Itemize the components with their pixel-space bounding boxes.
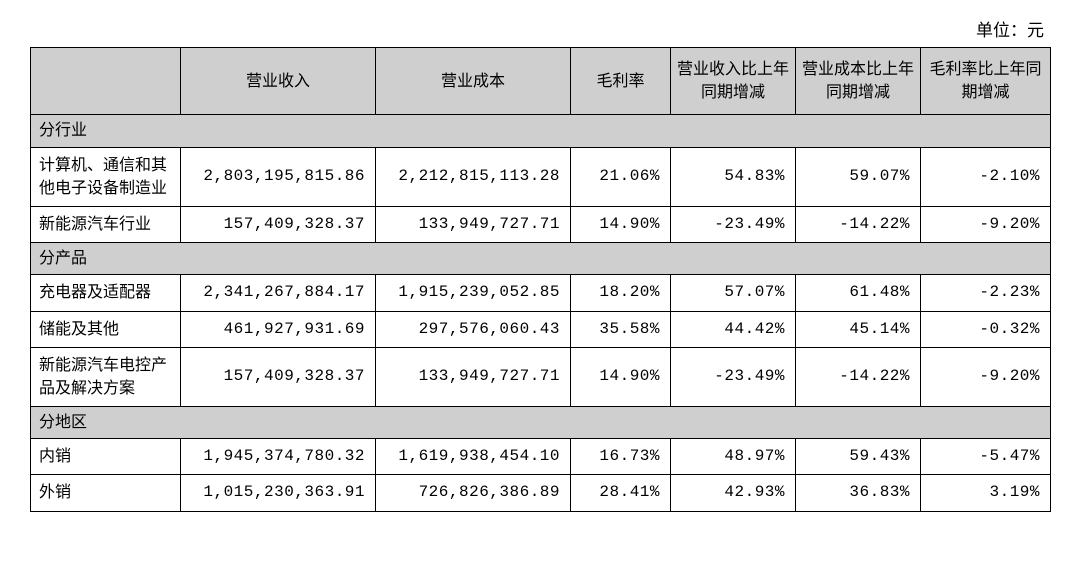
section-row-product: 分产品	[31, 243, 1051, 275]
unit-label: 单位：元	[30, 16, 1050, 41]
col-rev-delta: 营业收入比上年同期增减	[671, 48, 796, 115]
cell-rev-d: 57.07%	[671, 275, 796, 311]
cell-rev-d: 48.97%	[671, 439, 796, 475]
cell-revenue: 157,409,328.37	[181, 206, 376, 242]
cell-gm-d: -2.10%	[921, 147, 1051, 206]
row-label: 内销	[31, 439, 181, 475]
cell-gm: 35.58%	[571, 311, 671, 347]
section-product: 分产品	[31, 243, 1051, 275]
row-label: 外销	[31, 475, 181, 511]
cell-gm: 18.20%	[571, 275, 671, 311]
section-row-industry: 分行业	[31, 115, 1051, 147]
cell-cost-d: 59.07%	[796, 147, 921, 206]
cell-cost: 726,826,386.89	[376, 475, 571, 511]
cell-gm: 16.73%	[571, 439, 671, 475]
cell-cost-d: -14.22%	[796, 347, 921, 406]
section-industry: 分行业	[31, 115, 1051, 147]
cell-cost: 1,915,239,052.85	[376, 275, 571, 311]
table-row: 内销 1,945,374,780.32 1,619,938,454.10 16.…	[31, 439, 1051, 475]
cell-cost-d: -14.22%	[796, 206, 921, 242]
col-cost-delta: 营业成本比上年同期增减	[796, 48, 921, 115]
cell-revenue: 1,945,374,780.32	[181, 439, 376, 475]
cell-cost: 133,949,727.71	[376, 347, 571, 406]
cell-gm-d: 3.19%	[921, 475, 1051, 511]
cell-cost-d: 45.14%	[796, 311, 921, 347]
row-label: 计算机、通信和其他电子设备制造业	[31, 147, 181, 206]
cell-gm-d: -2.23%	[921, 275, 1051, 311]
col-blank	[31, 48, 181, 115]
cell-rev-d: -23.49%	[671, 206, 796, 242]
cell-rev-d: 42.93%	[671, 475, 796, 511]
cell-revenue: 2,803,195,815.86	[181, 147, 376, 206]
cell-cost: 1,619,938,454.10	[376, 439, 571, 475]
row-label: 新能源汽车行业	[31, 206, 181, 242]
cell-rev-d: 54.83%	[671, 147, 796, 206]
cell-cost-d: 61.48%	[796, 275, 921, 311]
cell-gm: 14.90%	[571, 206, 671, 242]
cell-revenue: 157,409,328.37	[181, 347, 376, 406]
cell-cost-d: 36.83%	[796, 475, 921, 511]
cell-revenue: 1,015,230,363.91	[181, 475, 376, 511]
cell-cost-d: 59.43%	[796, 439, 921, 475]
cell-gm-d: -9.20%	[921, 206, 1051, 242]
cell-gm-d: -5.47%	[921, 439, 1051, 475]
cell-gm: 21.06%	[571, 147, 671, 206]
table-row: 新能源汽车电控产品及解决方案 157,409,328.37 133,949,72…	[31, 347, 1051, 406]
table-row: 充电器及适配器 2,341,267,884.17 1,915,239,052.8…	[31, 275, 1051, 311]
header-row: 营业收入 营业成本 毛利率 营业收入比上年同期增减 营业成本比上年同期增减 毛利…	[31, 48, 1051, 115]
cell-gm-d: -9.20%	[921, 347, 1051, 406]
row-label: 储能及其他	[31, 311, 181, 347]
section-region: 分地区	[31, 407, 1051, 439]
col-cost: 营业成本	[376, 48, 571, 115]
col-revenue: 营业收入	[181, 48, 376, 115]
table-row: 新能源汽车行业 157,409,328.37 133,949,727.71 14…	[31, 206, 1051, 242]
row-label: 充电器及适配器	[31, 275, 181, 311]
cell-rev-d: -23.49%	[671, 347, 796, 406]
table-row: 计算机、通信和其他电子设备制造业 2,803,195,815.86 2,212,…	[31, 147, 1051, 206]
cell-gm-d: -0.32%	[921, 311, 1051, 347]
cell-revenue: 2,341,267,884.17	[181, 275, 376, 311]
row-label: 新能源汽车电控产品及解决方案	[31, 347, 181, 406]
financial-table: 营业收入 营业成本 毛利率 营业收入比上年同期增减 营业成本比上年同期增减 毛利…	[30, 47, 1051, 512]
col-gm-delta: 毛利率比上年同期增减	[921, 48, 1051, 115]
cell-cost: 2,212,815,113.28	[376, 147, 571, 206]
cell-gm: 14.90%	[571, 347, 671, 406]
cell-gm: 28.41%	[571, 475, 671, 511]
cell-cost: 297,576,060.43	[376, 311, 571, 347]
section-row-region: 分地区	[31, 407, 1051, 439]
table-row: 外销 1,015,230,363.91 726,826,386.89 28.41…	[31, 475, 1051, 511]
table-row: 储能及其他 461,927,931.69 297,576,060.43 35.5…	[31, 311, 1051, 347]
col-gross-margin: 毛利率	[571, 48, 671, 115]
cell-rev-d: 44.42%	[671, 311, 796, 347]
cell-revenue: 461,927,931.69	[181, 311, 376, 347]
cell-cost: 133,949,727.71	[376, 206, 571, 242]
